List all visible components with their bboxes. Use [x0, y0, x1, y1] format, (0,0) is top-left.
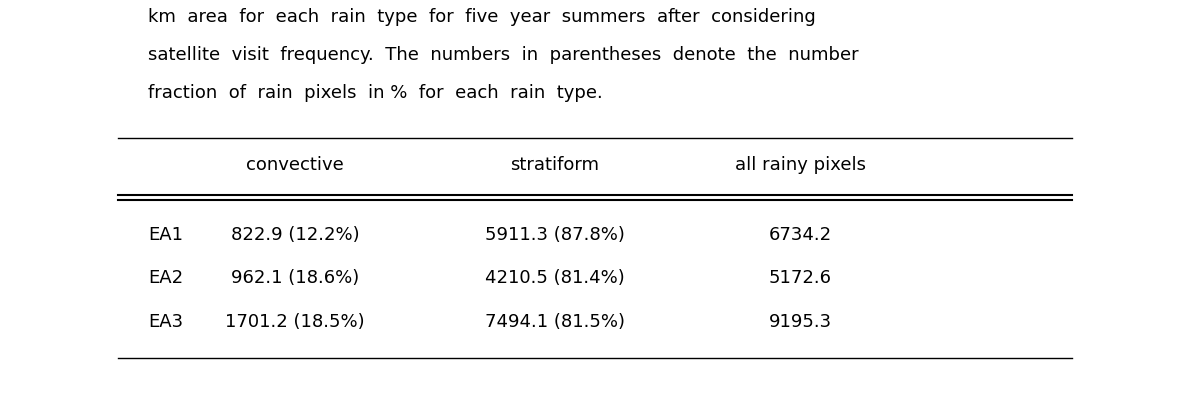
Text: EA3: EA3: [148, 313, 183, 331]
Text: fraction  of  rain  pixels  in %  for  each  rain  type.: fraction of rain pixels in % for each ra…: [148, 84, 603, 102]
Text: 822.9 (12.2%): 822.9 (12.2%): [231, 226, 359, 244]
Text: satellite  visit  frequency.  The  numbers  in  parentheses  denote  the  number: satellite visit frequency. The numbers i…: [148, 46, 859, 64]
Text: 1701.2 (18.5%): 1701.2 (18.5%): [225, 313, 365, 331]
Text: km  area  for  each  rain  type  for  five  year  summers  after  considering: km area for each rain type for five year…: [148, 8, 816, 26]
Text: EA1: EA1: [148, 226, 183, 244]
Text: EA2: EA2: [148, 269, 183, 287]
Text: 9195.3: 9195.3: [769, 313, 832, 331]
Text: all rainy pixels: all rainy pixels: [734, 156, 865, 174]
Text: 5911.3 (87.8%): 5911.3 (87.8%): [486, 226, 625, 244]
Text: stratiform: stratiform: [511, 156, 600, 174]
Text: 5172.6: 5172.6: [769, 269, 832, 287]
Text: 6734.2: 6734.2: [769, 226, 832, 244]
Text: convective: convective: [246, 156, 344, 174]
Text: 4210.5 (81.4%): 4210.5 (81.4%): [486, 269, 625, 287]
Text: 7494.1 (81.5%): 7494.1 (81.5%): [486, 313, 625, 331]
Text: 962.1 (18.6%): 962.1 (18.6%): [231, 269, 359, 287]
